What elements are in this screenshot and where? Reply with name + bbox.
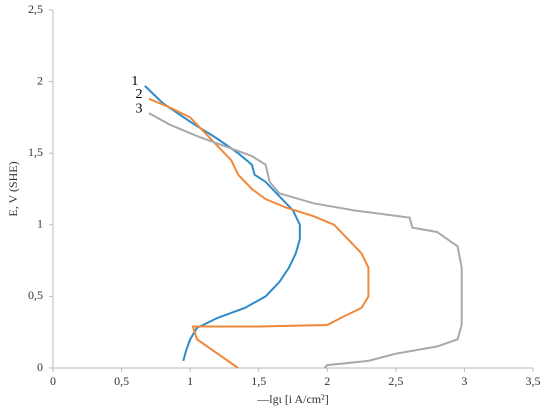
y-tick-label: 0,5 <box>28 288 43 302</box>
y-tick-label: 2,5 <box>28 2 43 16</box>
series-line <box>144 85 301 362</box>
x-tick-label: 3 <box>461 374 467 388</box>
series-label: 3 <box>136 101 143 116</box>
x-axis-label: —lgι [i A/cm²] <box>256 392 328 406</box>
y-axis-label: E, V (SHE) <box>6 161 20 216</box>
x-tick-label: 0,5 <box>114 374 129 388</box>
y-tick-label: 1,5 <box>28 145 43 159</box>
series-line <box>148 112 463 369</box>
x-tick-label: 3,5 <box>526 374 541 388</box>
x-tick-label: 2,5 <box>388 374 403 388</box>
x-tick-label: 0 <box>50 374 56 388</box>
x-tick-label: 1 <box>187 374 193 388</box>
series-label: 2 <box>136 87 143 102</box>
y-tick-label: 1 <box>37 217 43 231</box>
y-tick-label: 2 <box>37 73 43 87</box>
y-tick-label: 0 <box>37 360 43 374</box>
series-line <box>148 97 370 369</box>
series-label: 1 <box>131 74 138 89</box>
x-tick-label: 2 <box>324 374 330 388</box>
x-tick-label: 1,5 <box>251 374 266 388</box>
